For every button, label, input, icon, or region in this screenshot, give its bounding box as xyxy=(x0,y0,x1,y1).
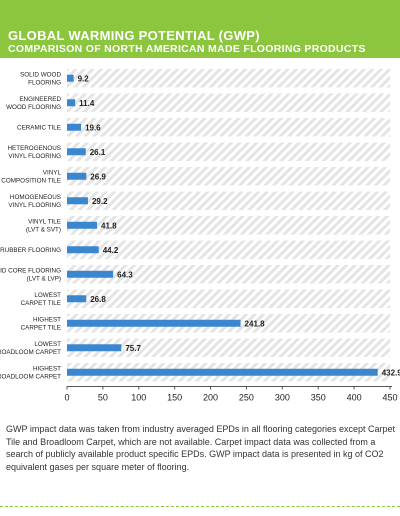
x-tick-label: 0 xyxy=(64,393,69,403)
category-label: ENGINEERED WOOD FLOORING xyxy=(6,96,61,111)
value-label: 41.8 xyxy=(101,221,117,230)
value-label: 75.7 xyxy=(125,344,141,353)
bar xyxy=(67,368,378,376)
row-background xyxy=(67,240,390,259)
bar-chart: SOLID WOOD FLOORING 9.2 ENGINEERED WOOD FLOO… xyxy=(0,69,400,403)
chart-subtitle: COMPARISON OF NORTH AMERICAN MADE FLOORI… xyxy=(8,43,366,55)
category-label: LOWEST CARPET TILE xyxy=(21,292,62,307)
category-label: HOMOGENEOUS VINYL FLOORING xyxy=(8,194,61,209)
category-label: HIGHESTBROADLOOM CARPET xyxy=(0,366,61,381)
bar xyxy=(67,221,98,229)
x-tick-label: 400 xyxy=(347,393,362,403)
value-label: 26.1 xyxy=(90,148,106,157)
bar xyxy=(67,123,82,131)
value-label: 19.6 xyxy=(85,123,101,132)
value-label: 241.8 xyxy=(245,319,266,328)
category-label: LOWESTBROADLOOM CARPET xyxy=(0,341,61,356)
bar xyxy=(67,74,74,82)
bar xyxy=(67,148,86,156)
x-tick-label: 450 xyxy=(382,393,397,403)
row-background xyxy=(67,142,390,161)
category-label: CERAMIC TILE xyxy=(17,124,61,131)
bar xyxy=(67,295,87,303)
category-label: SOLID WOOD FLOORING xyxy=(20,72,61,87)
category-label: HIGHEST CARPET TILE xyxy=(21,317,62,332)
row-background xyxy=(67,191,390,210)
value-label: 11.4 xyxy=(79,99,95,108)
x-tick-label: 100 xyxy=(131,393,146,403)
row-background xyxy=(67,338,390,357)
row-background xyxy=(67,93,390,112)
bar xyxy=(67,270,114,278)
bar xyxy=(67,99,76,107)
x-tick-label: 50 xyxy=(98,393,108,403)
value-label: 432.9 xyxy=(382,368,400,377)
value-label: 44.2 xyxy=(103,246,119,255)
category-label: RIGID CORE FLOORING(LVT & LVP) xyxy=(0,268,61,283)
value-label: 29.2 xyxy=(92,197,108,206)
row-background xyxy=(67,118,390,137)
bar xyxy=(67,172,87,180)
value-label: 9.2 xyxy=(78,74,90,83)
chart-header: GLOBAL WARMING POTENTIAL (GWP) COMPARISO… xyxy=(0,0,400,58)
dashed-divider xyxy=(0,506,400,507)
row-background xyxy=(67,216,390,235)
row-background xyxy=(67,167,390,186)
category-label: HETEROGENOUS VINYL FLOORING xyxy=(7,145,61,160)
x-tick-label: 200 xyxy=(203,393,218,403)
x-tick-label: 150 xyxy=(167,393,182,403)
row-background xyxy=(67,69,390,88)
bar xyxy=(67,344,122,352)
chart-title: GLOBAL WARMING POTENTIAL (GWP) xyxy=(8,28,260,43)
x-tick-label: 300 xyxy=(275,393,290,403)
footnote: GWP impact data was taken from industry … xyxy=(6,424,396,472)
value-label: 26.8 xyxy=(90,295,106,304)
bar xyxy=(67,319,241,327)
value-label: 26.9 xyxy=(90,172,106,181)
bar xyxy=(67,197,88,205)
row-background xyxy=(67,289,390,308)
value-label: 64.3 xyxy=(117,270,133,279)
x-tick-label: 250 xyxy=(239,393,254,403)
category-label: VINYL TILE (LVT & SVT) xyxy=(26,219,61,234)
row-background xyxy=(67,265,390,284)
category-label: VINYL COMPOSITION TILE xyxy=(1,170,61,185)
x-tick-label: 350 xyxy=(311,393,326,403)
category-label: RUBBER FLOORING xyxy=(0,247,61,254)
bar xyxy=(67,246,99,254)
